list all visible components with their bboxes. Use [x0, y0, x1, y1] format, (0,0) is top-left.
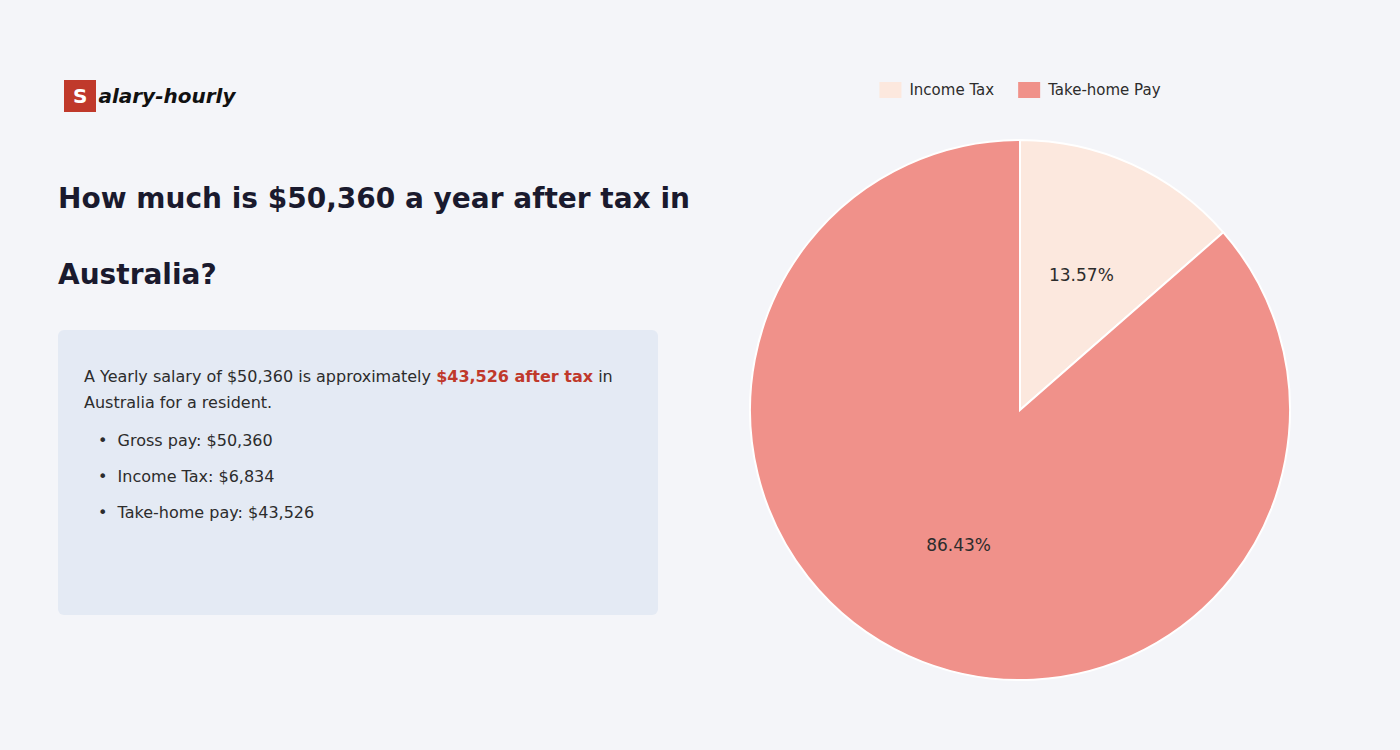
bullet: • Income Tax: $6,834	[98, 465, 634, 489]
data-labels: 13.57% 86.43%	[926, 265, 1114, 555]
pie-chart: 13.57% 86.43% Income Tax Take-home Pay	[690, 20, 1390, 740]
legend-label: Income Tax	[909, 81, 994, 99]
legend: Income Tax Take-home Pay	[879, 81, 1160, 99]
logo: Salary-hourly	[64, 80, 235, 112]
info-box: A Yearly salary of $50,360 is approximat…	[58, 330, 658, 615]
pie-slice	[750, 140, 1290, 680]
box-line: A Yearly salary of $50,360 is approximat…	[84, 364, 634, 390]
logo-text: alary-hourly	[98, 84, 235, 108]
legend-swatch	[879, 82, 901, 98]
legend-item: Income Tax	[879, 81, 994, 99]
bullet: • Gross pay: $50,360	[98, 429, 634, 453]
data-label: 13.57%	[1049, 265, 1114, 285]
box-highlight: $43,526 after tax	[436, 367, 593, 386]
title: Australia?	[58, 258, 217, 291]
legend-swatch	[1018, 82, 1040, 98]
title: How much is $50,360 a year after tax in	[58, 182, 690, 215]
box-text: Australia for a resident.	[84, 390, 634, 416]
box-text: A Yearly salary of $50,360 is approximat…	[84, 367, 436, 386]
data-label: 86.43%	[926, 535, 991, 555]
legend-item: Take-home Pay	[1018, 81, 1161, 99]
slices	[750, 140, 1290, 680]
bullet: • Take-home pay: $43,526	[98, 501, 634, 525]
legend-label: Take-home Pay	[1047, 81, 1161, 99]
box-text: in	[593, 367, 613, 386]
logo-mark: S	[64, 80, 96, 112]
